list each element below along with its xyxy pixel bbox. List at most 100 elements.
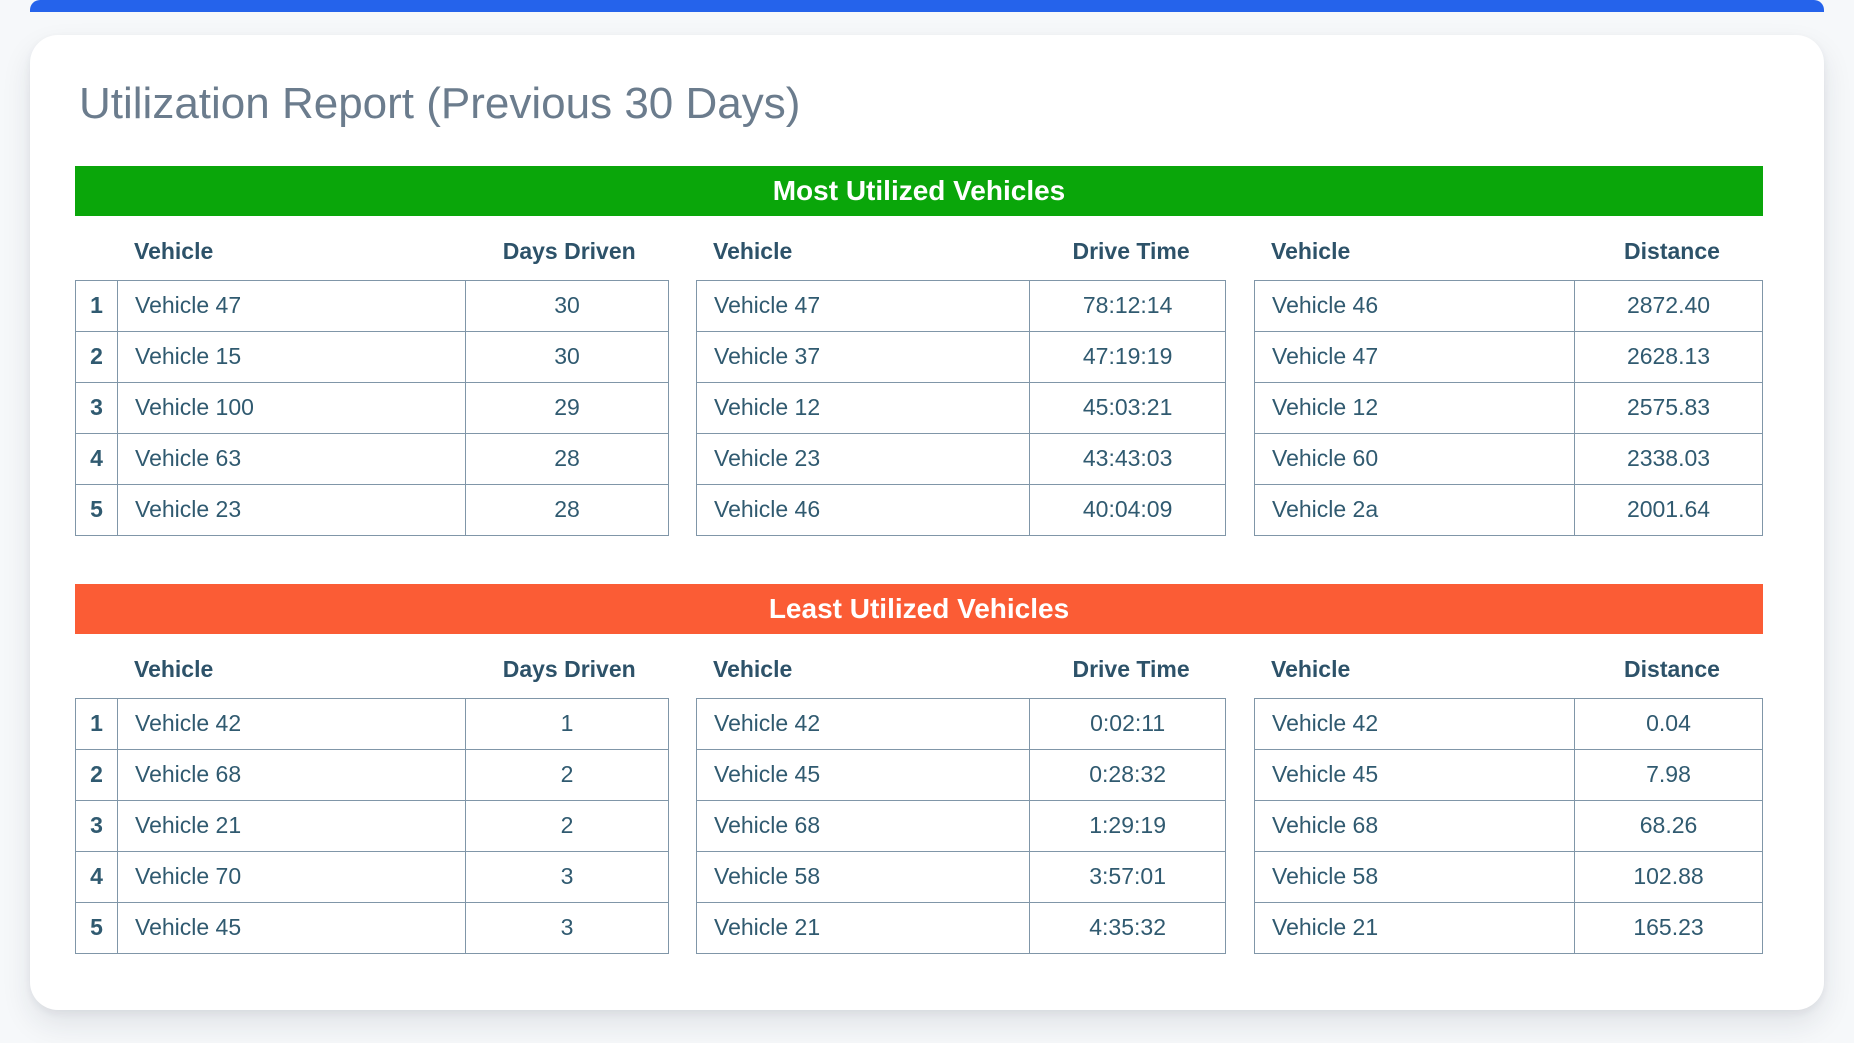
vehicle-cell: Vehicle 42 xyxy=(1253,697,1576,750)
drive-time-table-group: Vehicle Drive Time Vehicle 47 78:12:14 Vehic… xyxy=(695,224,1226,536)
metric-cell: 2 xyxy=(465,748,669,801)
metric-cell: 1 xyxy=(465,697,669,750)
vehicle-cell: Vehicle 15 xyxy=(117,330,466,383)
metric-cell: 3:57:01 xyxy=(1029,850,1226,903)
metric-cell: 28 xyxy=(465,483,669,536)
col-header-vehicle: Vehicle xyxy=(1271,238,1351,265)
table-header-row: Vehicle Drive Time xyxy=(696,642,1226,698)
vehicle-cell: Vehicle 42 xyxy=(695,697,1031,750)
table-row: 3 Vehicle 21 2 xyxy=(75,799,669,852)
col-header-vehicle: Vehicle xyxy=(1271,656,1351,683)
table-row: Vehicle 12 45:03:21 xyxy=(695,381,1226,434)
data-table: 1 Vehicle 47 30 2 Vehicle 15 30 3 Vehicle 100 29… xyxy=(75,279,669,536)
col-header-vehicle: Vehicle xyxy=(713,656,793,683)
table-row: Vehicle 68 1:29:19 xyxy=(695,799,1226,852)
table-header-row: Vehicle Distance xyxy=(1254,224,1763,280)
metric-cell: 45:03:21 xyxy=(1029,381,1226,434)
metric-cell: 7.98 xyxy=(1574,748,1763,801)
page-title: Utilization Report (Previous 30 Days) xyxy=(79,79,801,128)
table-row: Vehicle 58 102.88 xyxy=(1253,850,1763,903)
most-utilized-tables: Vehicle Days Driven 1 Vehicle 47 30 2 Vehicle … xyxy=(75,224,1763,536)
data-table: Vehicle 42 0:02:11 Vehicle 45 0:28:32 Vehicl… xyxy=(695,697,1226,954)
table-row: 5 Vehicle 23 28 xyxy=(75,483,669,536)
col-header-metric: Days Driven xyxy=(502,656,636,683)
table-row: 5 Vehicle 45 3 xyxy=(75,901,669,954)
table-row: Vehicle 58 3:57:01 xyxy=(695,850,1226,903)
metric-cell: 3 xyxy=(465,901,669,954)
vehicle-cell: Vehicle 68 xyxy=(1253,799,1576,852)
vehicle-cell: Vehicle 21 xyxy=(1253,901,1576,954)
most-utilized-banner: Most Utilized Vehicles xyxy=(75,165,1763,216)
vehicle-cell: Vehicle 58 xyxy=(695,850,1031,903)
vehicle-cell: Vehicle 46 xyxy=(1253,279,1576,332)
table-row: Vehicle 37 47:19:19 xyxy=(695,330,1226,383)
rank-cell: 5 xyxy=(75,483,118,536)
data-table: Vehicle 47 78:12:14 Vehicle 37 47:19:19 Vehi… xyxy=(695,279,1226,536)
vehicle-cell: Vehicle 63 xyxy=(117,432,466,485)
metric-cell: 165.23 xyxy=(1574,901,1763,954)
rank-cell: 3 xyxy=(75,799,118,852)
metric-cell: 78:12:14 xyxy=(1029,279,1226,332)
table-header-row: Vehicle Days Driven xyxy=(75,224,668,280)
col-header-metric: Distance xyxy=(1624,656,1720,683)
table-row: 4 Vehicle 63 28 xyxy=(75,432,669,485)
distance-table-group: Vehicle Distance Vehicle 42 0.04 Vehicle 45 7… xyxy=(1253,642,1763,954)
table-row: Vehicle 46 40:04:09 xyxy=(695,483,1226,536)
rank-cell: 5 xyxy=(75,901,118,954)
metric-cell: 2872.40 xyxy=(1574,279,1763,332)
metric-cell: 2575.83 xyxy=(1574,381,1763,434)
vehicle-cell: Vehicle 45 xyxy=(1253,748,1576,801)
table-row: Vehicle 47 2628.13 xyxy=(1253,330,1763,383)
metric-cell: 0.04 xyxy=(1574,697,1763,750)
distance-table-group: Vehicle Distance Vehicle 46 2872.40 Vehicle … xyxy=(1253,224,1763,536)
table-row: Vehicle 23 43:43:03 xyxy=(695,432,1226,485)
col-header-vehicle: Vehicle xyxy=(134,238,214,265)
metric-cell: 2001.64 xyxy=(1574,483,1763,536)
rank-cell: 1 xyxy=(75,279,118,332)
rank-cell: 4 xyxy=(75,850,118,903)
vehicle-cell: Vehicle 47 xyxy=(1253,330,1576,383)
table-row: Vehicle 42 0:02:11 xyxy=(695,697,1226,750)
vehicle-cell: Vehicle 12 xyxy=(695,381,1031,434)
metric-cell: 2338.03 xyxy=(1574,432,1763,485)
metric-cell: 30 xyxy=(465,330,669,383)
table-row: Vehicle 45 0:28:32 xyxy=(695,748,1226,801)
metric-cell: 28 xyxy=(465,432,669,485)
vehicle-cell: Vehicle 37 xyxy=(695,330,1031,383)
vehicle-cell: Vehicle 68 xyxy=(695,799,1031,852)
metric-cell: 3 xyxy=(465,850,669,903)
rank-cell: 4 xyxy=(75,432,118,485)
table-row: 2 Vehicle 15 30 xyxy=(75,330,669,383)
metric-cell: 0:02:11 xyxy=(1029,697,1226,750)
section-least-utilized: Least Utilized Vehicles Vehicle Days Driv… xyxy=(75,583,1763,954)
table-row: 1 Vehicle 47 30 xyxy=(75,279,669,332)
drive-time-table-group: Vehicle Drive Time Vehicle 42 0:02:11 Vehicl… xyxy=(695,642,1226,954)
vehicle-cell: Vehicle 68 xyxy=(117,748,466,801)
section-most-utilized: Most Utilized Vehicles Vehicle Days Drive… xyxy=(75,165,1763,536)
vehicle-cell: Vehicle 23 xyxy=(117,483,466,536)
col-header-metric: Days Driven xyxy=(502,238,636,265)
data-table: Vehicle 46 2872.40 Vehicle 47 2628.13 Vehicl… xyxy=(1253,279,1763,536)
table-row: Vehicle 42 0.04 xyxy=(1253,697,1763,750)
table-row: 3 Vehicle 100 29 xyxy=(75,381,669,434)
vehicle-cell: Vehicle 23 xyxy=(695,432,1031,485)
metric-cell: 43:43:03 xyxy=(1029,432,1226,485)
vehicle-cell: Vehicle 21 xyxy=(695,901,1031,954)
vehicle-cell: Vehicle 45 xyxy=(117,901,466,954)
table-row: Vehicle 47 78:12:14 xyxy=(695,279,1226,332)
rank-cell: 3 xyxy=(75,381,118,434)
metric-cell: 30 xyxy=(465,279,669,332)
table-row: 4 Vehicle 70 3 xyxy=(75,850,669,903)
days-driven-table-group: Vehicle Days Driven 1 Vehicle 47 30 2 Vehicle … xyxy=(75,224,669,536)
metric-cell: 1:29:19 xyxy=(1029,799,1226,852)
data-table: Vehicle 42 0.04 Vehicle 45 7.98 Vehicle 68 68… xyxy=(1253,697,1763,954)
vehicle-cell: Vehicle 42 xyxy=(117,697,466,750)
metric-cell: 4:35:32 xyxy=(1029,901,1226,954)
metric-cell: 102.88 xyxy=(1574,850,1763,903)
vehicle-cell: Vehicle 45 xyxy=(695,748,1031,801)
table-row: 1 Vehicle 42 1 xyxy=(75,697,669,750)
vehicle-cell: Vehicle 21 xyxy=(117,799,466,852)
vehicle-cell: Vehicle 60 xyxy=(1253,432,1576,485)
table-row: Vehicle 46 2872.40 xyxy=(1253,279,1763,332)
col-header-metric: Distance xyxy=(1624,238,1720,265)
